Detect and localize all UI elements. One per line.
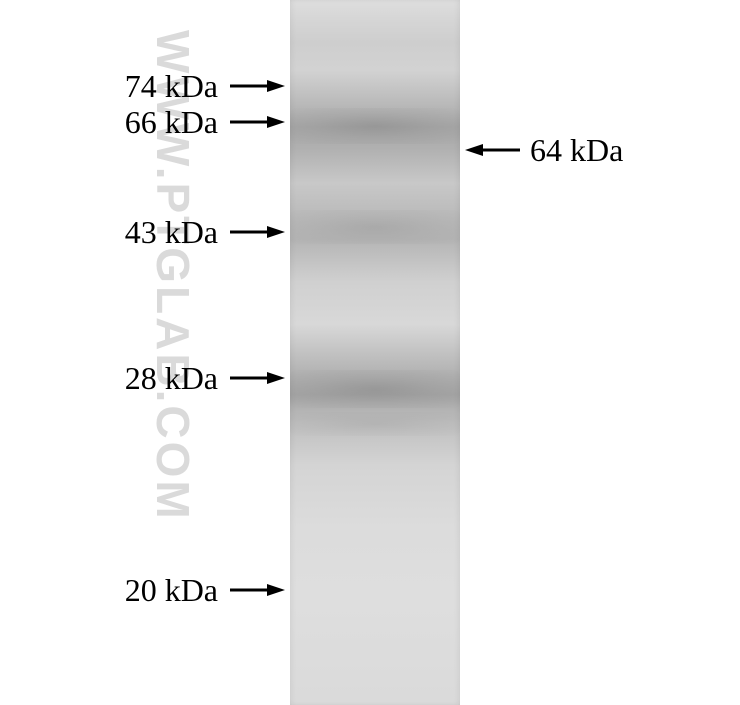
marker-label: 28 kDa — [125, 360, 218, 397]
arrow — [230, 113, 285, 131]
gel-figure: WWW.PTGLAB.COM 74 kDa66 kDa43 kDa28 kDa2… — [0, 0, 740, 705]
marker-label: 74 kDa — [125, 68, 218, 105]
arrow — [230, 369, 285, 387]
gel-band — [290, 108, 460, 144]
gel-lane — [290, 0, 460, 705]
result-label: 64 kDa — [530, 132, 623, 169]
gel-band — [290, 370, 460, 408]
marker-label: 66 kDa — [125, 104, 218, 141]
gel-band — [290, 210, 460, 244]
gel-band — [290, 412, 460, 436]
marker-label: 43 kDa — [125, 214, 218, 251]
marker-label: 20 kDa — [125, 572, 218, 609]
arrow — [230, 581, 285, 599]
arrow — [230, 223, 285, 241]
arrow — [230, 77, 285, 95]
arrow — [465, 141, 520, 159]
